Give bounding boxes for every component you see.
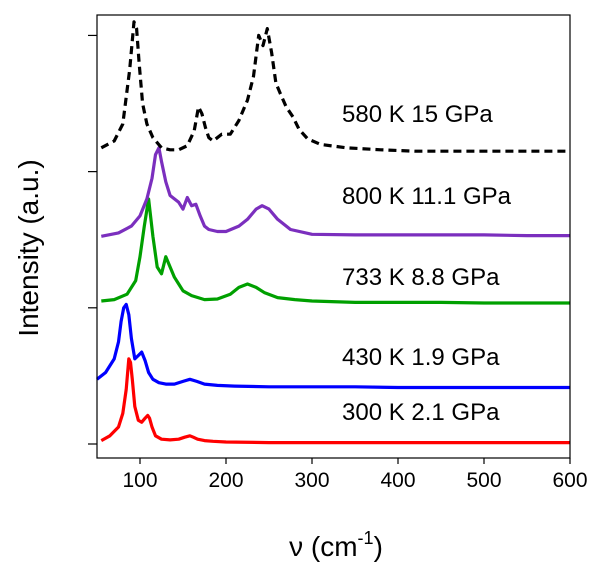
series-line-1: [96, 302, 570, 390]
x-tick-label-600: 600: [552, 469, 587, 492]
series-label-1: 430 K 1.9 GPa: [342, 344, 500, 371]
x-axis-title: ν (cm-1): [289, 528, 383, 562]
plot-area: [96, 20, 570, 445]
x-tick-label-500: 500: [466, 469, 501, 492]
x-tick-label-400: 400: [380, 469, 415, 492]
x-tick-label-100: 100: [122, 469, 157, 492]
x-tick-label-300: 300: [294, 469, 329, 492]
series-label-2: 733 K 8.8 GPa: [342, 264, 500, 291]
series-label-0: 300 K 2.1 GPa: [342, 399, 500, 426]
series-line-0: [100, 357, 570, 445]
y-axis-title: Intensity (a.u.): [13, 159, 44, 336]
series-label-3: 800 K 11.1 GPa: [342, 183, 512, 210]
x-axis-title-main: ν (cm: [289, 531, 357, 562]
x-axis-title-tail: ): [374, 531, 383, 562]
x-tick-label-200: 200: [208, 469, 243, 492]
plot-frame: [96, 14, 571, 459]
axes: 100 200 300 400 500 600: [88, 14, 588, 492]
x-axis-title-superscript: -1: [358, 528, 374, 548]
series-line-2: [101, 197, 570, 305]
series-line-3: [100, 146, 570, 238]
series-label-4: 580 K 15 GPa: [342, 101, 493, 128]
series-labels: 300 K 2.1 GPa 430 K 1.9 GPa 733 K 8.8 GPa 8…: [342, 101, 512, 426]
series-line-4: [100, 20, 570, 153]
